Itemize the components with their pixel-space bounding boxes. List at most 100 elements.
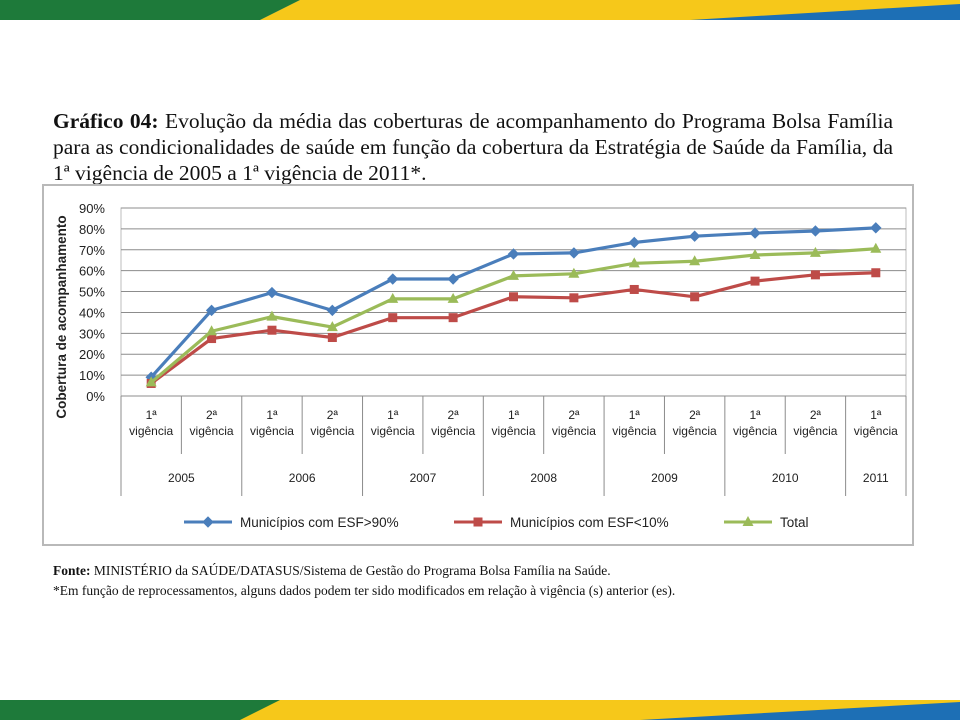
series-3-point (508, 269, 519, 280)
category-label-line1: 2ª (689, 408, 701, 422)
y-tick-label: 10% (79, 368, 105, 383)
category-label-line1: 1ª (629, 408, 641, 422)
group-label: 2009 (651, 471, 678, 485)
reprocessing-note: *Em função de reprocessamentos, alguns d… (53, 583, 676, 598)
series-2-point (448, 313, 458, 323)
series-3-point (266, 310, 278, 321)
series-1-point (387, 273, 399, 285)
category-label-line1: 2ª (810, 408, 822, 422)
y-tick-label: 90% (79, 201, 105, 216)
source-text: MINISTÉRIO da SAÚDE/DATASUS/Sistema de G… (90, 563, 611, 578)
series-3-point (628, 257, 640, 268)
group-label: 2008 (530, 471, 557, 485)
series-2-point (207, 334, 217, 344)
series-3-point (749, 249, 761, 259)
series-2-point (267, 325, 277, 335)
series-3-point (387, 292, 399, 303)
y-tick-label: 40% (79, 305, 105, 320)
category-label-line1: 1ª (508, 408, 520, 422)
series-3-point (206, 325, 218, 336)
series-1-point (749, 227, 761, 239)
series-3-point (809, 246, 821, 257)
y-tick-label: 30% (79, 326, 105, 341)
category-label-line1: 1ª (870, 408, 882, 422)
category-label-line2: vigência (552, 424, 596, 438)
category-label-line2: vigência (190, 424, 234, 438)
y-tick-label: 0% (86, 389, 105, 404)
series-2-point (750, 276, 760, 286)
category-label-line1: 1ª (146, 408, 158, 422)
legend-label-1: Municípios com ESF>90% (240, 515, 399, 530)
category-label-line1: 2ª (327, 408, 339, 422)
group-label: 2010 (772, 471, 799, 485)
category-label-line1: 2ª (206, 408, 218, 422)
legend-marker-2 (473, 517, 483, 527)
source-label: Fonte: (53, 563, 91, 578)
group-label: 2006 (289, 471, 316, 485)
category-label-line2: vigência (854, 424, 898, 438)
category-label-line1: 2ª (448, 408, 460, 422)
series-3-point (447, 292, 459, 303)
series-3-point (870, 242, 882, 253)
plot-area (120, 207, 907, 397)
source-note: Fonte: MINISTÉRIO da SAÚDE/DATASUS/Siste… (53, 561, 913, 601)
series-1-point (266, 286, 278, 299)
caption-text: Evolução da média das coberturas de acom… (53, 109, 894, 185)
series-2-point (629, 284, 639, 294)
series-1-point (205, 304, 218, 317)
y-tick-label: 20% (79, 347, 105, 362)
series-1-point (809, 225, 822, 237)
group-label: 2007 (410, 471, 437, 485)
series-2-point (569, 293, 579, 303)
series-2-point (509, 292, 518, 302)
chart-caption: Gráfico 04: Evolução da média das cobert… (53, 108, 893, 186)
category-label-line2: vigência (491, 424, 535, 438)
source-line: Fonte: MINISTÉRIO da SAÚDE/DATASUS/Siste… (53, 561, 913, 581)
category-label-line2: vigência (673, 424, 717, 438)
series-2-point (810, 270, 820, 280)
category-label-line1: 1ª (387, 408, 399, 422)
bottom-decorative-band (0, 700, 960, 720)
y-tick-label: 50% (79, 285, 105, 300)
series-3-point (568, 267, 580, 278)
legend-label-2: Municípios com ESF<10% (510, 515, 669, 530)
series-1-point (628, 236, 640, 249)
caption-label: Gráfico 04: (53, 109, 159, 133)
y-tick-label: 80% (79, 222, 105, 237)
y-axis-title: Cobertura de acompanhamento (54, 215, 69, 418)
legend-marker-3 (742, 516, 754, 526)
series-1-point (507, 248, 520, 260)
series-2-point (388, 313, 398, 323)
category-label-line2: vigência (431, 424, 475, 438)
group-label: 2011 (863, 471, 889, 485)
legend-label-3: Total (780, 515, 809, 530)
series-1-point (688, 230, 701, 242)
category-label-line2: vigência (793, 424, 837, 438)
category-label-line2: vigência (129, 424, 173, 438)
top-decorative-band (0, 0, 960, 20)
y-tick-label: 60% (79, 264, 105, 279)
series-2-point (871, 268, 881, 278)
series-3-point (326, 321, 338, 332)
category-label-line2: vigência (612, 424, 656, 438)
y-tick-label: 70% (79, 243, 105, 258)
series-1-point (326, 304, 339, 317)
series-2-point (690, 292, 700, 302)
category-label-line2: vigência (733, 424, 777, 438)
series-1-point (447, 273, 459, 285)
series-2-point (327, 333, 337, 343)
legend-marker-1 (202, 516, 214, 528)
category-label-line1: 1ª (749, 408, 761, 422)
series-3-point (145, 376, 157, 387)
series-3-point (689, 255, 701, 266)
category-label-line2: vigência (310, 424, 354, 438)
line-chart: 0% 10% 20% 30% 40% 50% 60% 70% 80% 90% Cobertura d… (54, 201, 907, 530)
category-label-line2: vigência (250, 424, 294, 438)
chart-frame: 0% 10% 20% 30% 40% 50% 60% 70% 80% 90% Cobertura d… (42, 184, 914, 546)
group-label: 2005 (168, 471, 195, 485)
category-label-line2: vigência (371, 424, 415, 438)
series-1-point (870, 222, 882, 234)
category-label-line1: 1ª (266, 408, 278, 422)
category-label-line1: 2ª (568, 408, 580, 422)
series-1-point (568, 247, 580, 259)
